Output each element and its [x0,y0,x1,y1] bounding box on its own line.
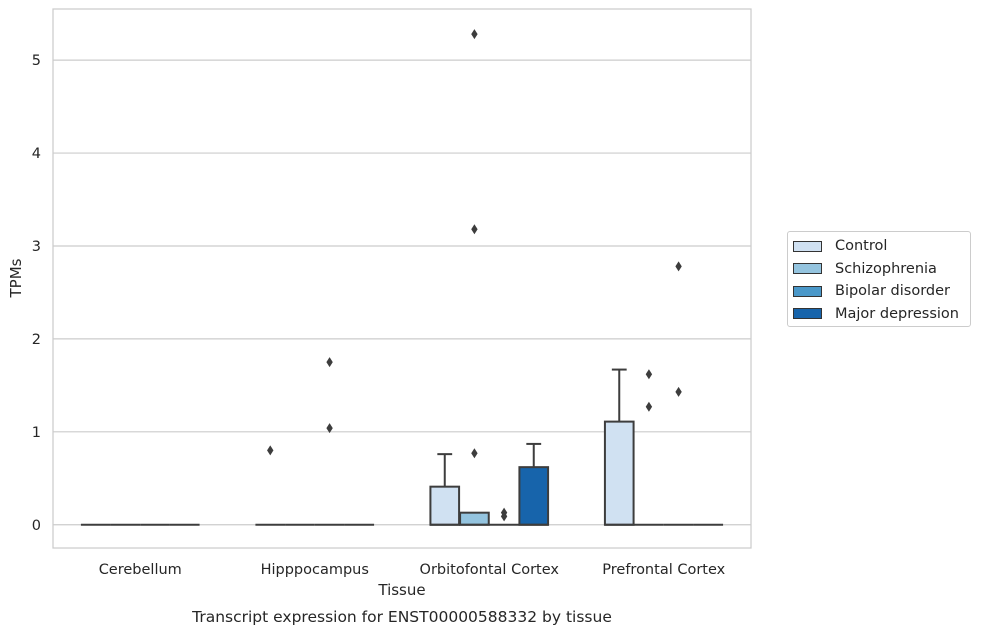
x-tick-label: Prefrontal Cortex [602,562,725,578]
x-tick-label: Cerebellum [99,562,182,578]
legend-swatch-schizophrenia [793,263,822,275]
y-axis-label: TPMs [7,258,25,298]
legend-label-bipolar-disorder: Bipolar disorder [835,283,950,300]
legend-swatch-major-depression [793,308,822,320]
y-tick-label: 0 [32,518,41,534]
y-tick-label: 2 [32,332,41,348]
box [603,368,635,526]
box-body [603,420,635,526]
outlier-point [326,423,333,434]
plot-frame [52,8,752,549]
y-tick-labels: 0 1 2 3 4 5 [32,53,41,534]
legend-label-control: Control [835,238,888,255]
box [314,357,345,526]
box [518,442,550,526]
plot-background [53,9,751,548]
legend-label-major-depression: Major depression [835,305,959,322]
outlier-point [471,448,478,459]
x-axis-label: Tissue [377,581,425,599]
box [634,369,664,526]
y-tick-label: 3 [32,239,41,255]
legend-item-schizophrenia: Schizophrenia [793,258,970,281]
box [489,507,519,526]
box [459,29,490,526]
legend: Control Schizophrenia Bipolar disorder M… [787,231,971,327]
box-body [518,466,550,526]
outlier-point [326,357,333,368]
y-tick-label: 5 [32,53,41,69]
outlier-point [645,401,653,412]
x-tick-label: Orbitofontal Cortex [420,562,560,578]
outlier-point [471,224,478,235]
chart-title: Transcript expression for ENST0000058833… [191,608,612,626]
legend-label-schizophrenia: Schizophrenia [835,260,937,277]
outlier-point [267,445,274,456]
outlier-point [471,29,478,40]
x-tick-label: Hipppocampus [261,562,369,578]
y-tick-label: 1 [32,425,41,441]
outlier-point [645,369,653,380]
legend-swatch-control [793,240,822,252]
outlier-point [500,511,508,522]
outlier-point [675,386,682,397]
legend-item-control: Control [793,235,970,258]
box [663,261,694,526]
y-tick-label: 4 [32,146,41,162]
legend-item-major-depression: Major depression [793,303,970,326]
legend-swatch-bipolar-disorder [793,285,822,297]
box [255,445,286,526]
box-body [429,485,461,526]
legend-item-bipolar-disorder: Bipolar disorder [793,280,970,303]
outlier-point [675,261,682,272]
box-body [459,511,490,526]
box [429,453,461,526]
x-tick-labels: Cerebellum Hipppocampus Orbitofontal Corte… [99,562,726,578]
box-marks [80,29,724,526]
